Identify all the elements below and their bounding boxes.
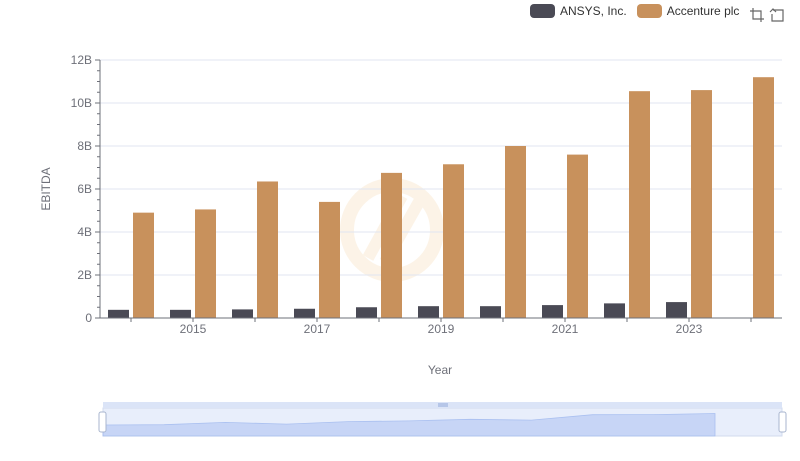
bar-accenture-2018 xyxy=(381,172,402,318)
legend-swatch-accenture xyxy=(636,4,662,18)
bar-ansys-2016 xyxy=(232,309,253,318)
bar-accenture-2020 xyxy=(505,146,526,318)
x-tick-label: 2021 xyxy=(552,322,579,336)
bar-ansys-2015 xyxy=(170,309,191,318)
bar-accenture-2016 xyxy=(257,181,278,318)
bar-ansys-2023 xyxy=(666,302,687,318)
legend-item-ansys[interactable]: ANSYS, Inc. xyxy=(530,4,627,18)
legend-label-ansys: ANSYS, Inc. xyxy=(560,4,627,18)
bar-accenture-2022 xyxy=(629,91,650,318)
legend-swatch-ansys xyxy=(530,4,555,18)
datazoom-preview xyxy=(102,413,716,437)
bar-ansys-2022 xyxy=(604,303,625,318)
x-tick-label: 2017 xyxy=(304,322,331,336)
toolbox xyxy=(746,6,786,24)
x-axis-label: Year xyxy=(428,363,452,377)
bar-accenture-2023 xyxy=(691,90,712,318)
legend-item-accenture[interactable]: Accenture plc xyxy=(636,4,740,18)
y-tick-label: 4B xyxy=(77,225,92,239)
bar-accenture-2019 xyxy=(443,164,464,318)
bar-ansys-2018 xyxy=(356,307,377,318)
bar-accenture-2017 xyxy=(319,201,340,318)
x-tick-label: 2019 xyxy=(428,322,455,336)
bar-ansys-2020 xyxy=(480,306,501,318)
y-tick-label: 2B xyxy=(77,268,92,282)
bar-ansys-2017 xyxy=(294,308,315,318)
datazoom-right-handle[interactable] xyxy=(778,411,787,433)
x-tick-label: 2023 xyxy=(676,322,703,336)
y-tick-label: 0 xyxy=(85,311,92,325)
bar-ansys-2014 xyxy=(108,309,129,318)
y-tick-label: 12B xyxy=(71,53,92,67)
legend: ANSYS, Inc. Accenture plc xyxy=(530,4,749,18)
bar-ansys-2021 xyxy=(542,305,563,318)
datazoom-left-handle[interactable] xyxy=(98,411,107,433)
x-tick-label: 2015 xyxy=(180,322,207,336)
restore-icon[interactable] xyxy=(768,6,786,24)
datazoom-drag-handle xyxy=(438,403,448,407)
bar-accenture-2021 xyxy=(567,154,588,318)
y-tick-label: 10B xyxy=(71,96,92,110)
bar-accenture-2015 xyxy=(195,209,216,318)
y-tick-label: 6B xyxy=(77,182,92,196)
y-tick-label: 8B xyxy=(77,139,92,153)
legend-label-accenture: Accenture plc xyxy=(666,4,740,18)
zoom-icon[interactable] xyxy=(748,6,766,24)
bar-ansys-2019 xyxy=(418,306,439,318)
y-axis-label: EBITDA xyxy=(39,167,53,210)
bar-accenture-2014 xyxy=(133,212,154,318)
bar-accenture-2024 xyxy=(753,77,774,318)
